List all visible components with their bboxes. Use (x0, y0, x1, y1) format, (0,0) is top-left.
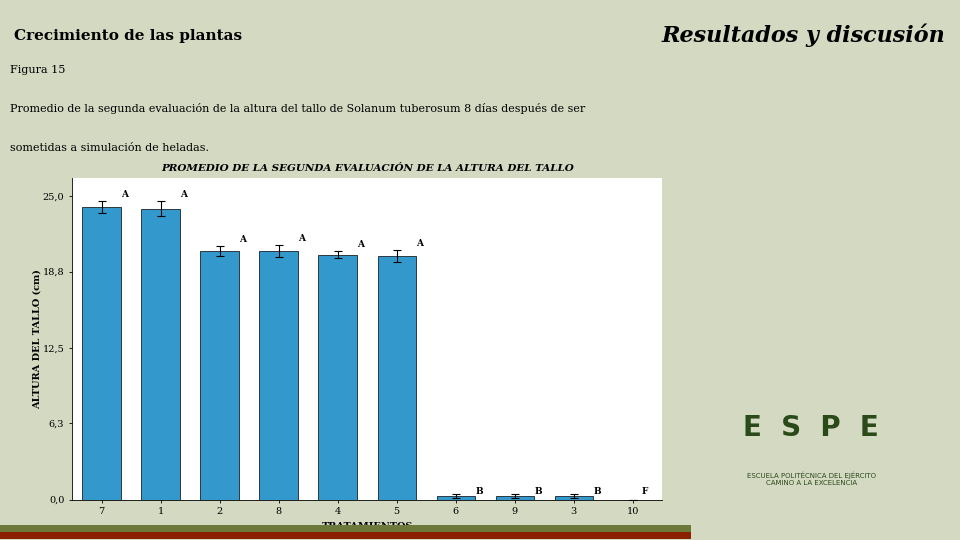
Text: ESCUELA POLITÉCNICA DEL EJÉRCITO
CAMINO A LA EXCELENCIA: ESCUELA POLITÉCNICA DEL EJÉRCITO CAMINO … (747, 472, 876, 486)
Text: sometidas a simulación de heladas.: sometidas a simulación de heladas. (10, 143, 208, 153)
Text: Resultados y discusión: Resultados y discusión (661, 24, 946, 48)
Bar (0, 532, 691, 539)
Text: A: A (180, 191, 187, 199)
Text: A: A (417, 239, 423, 248)
Text: Crecimiento de las plantas: Crecimiento de las plantas (14, 29, 243, 43)
Bar (83, 207, 121, 500)
Bar (495, 496, 534, 500)
Bar (437, 496, 475, 500)
Bar (377, 256, 416, 500)
Text: A: A (299, 234, 305, 243)
Bar (0, 524, 691, 532)
Text: B: B (535, 487, 541, 496)
Y-axis label: ALTURA DEL TALLO (cm): ALTURA DEL TALLO (cm) (33, 269, 41, 409)
Text: B: B (475, 487, 483, 496)
Text: A: A (121, 191, 128, 199)
Text: A: A (357, 240, 364, 249)
X-axis label: TRATAMIENTOS: TRATAMIENTOS (322, 522, 413, 531)
Text: A: A (239, 235, 246, 244)
Text: Figura 15: Figura 15 (10, 65, 65, 75)
Bar (555, 496, 593, 500)
Text: E  S  P  E: E S P E (743, 414, 879, 442)
Title: PROMEDIO DE LA SEGUNDA EVALUACIÓN DE LA ALTURA DEL TALLO: PROMEDIO DE LA SEGUNDA EVALUACIÓN DE LA … (161, 164, 573, 173)
Text: B: B (593, 487, 601, 496)
Bar (141, 208, 180, 500)
Bar (201, 251, 239, 500)
Bar (259, 251, 298, 500)
Bar (319, 254, 357, 500)
Text: Promedio de la segunda evaluación de la altura del tallo de Solanum tuberosum 8 : Promedio de la segunda evaluación de la … (10, 103, 585, 114)
Text: F: F (641, 488, 648, 496)
